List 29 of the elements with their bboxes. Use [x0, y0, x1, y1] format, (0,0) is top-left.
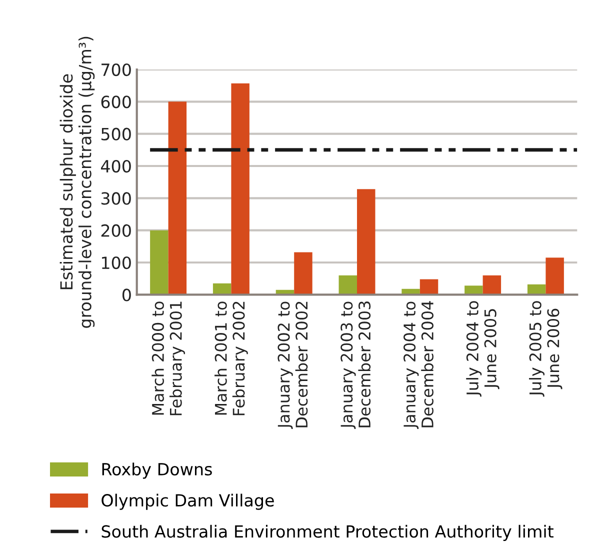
bar	[294, 252, 312, 295]
x-tick-label: January 2004 to December 2004	[404, 301, 434, 430]
bar	[231, 83, 250, 295]
bar	[150, 230, 168, 295]
x-tick-label: July 2004 to June 2005	[466, 301, 500, 397]
x-tick-label: March 2001 to February 2002	[214, 302, 248, 416]
bar	[168, 102, 187, 295]
bar	[546, 258, 564, 295]
y-tick-label: 300	[101, 192, 131, 205]
bar	[420, 279, 438, 295]
y-tick-label: 400	[100, 160, 131, 173]
legend-label: Roxby Downs	[102, 462, 212, 479]
bar	[338, 275, 357, 295]
x-tick-label: July 2005 to June 2006	[529, 301, 562, 397]
y-tick-label: 700	[102, 63, 131, 76]
x-tick-label: March 2000 to February 2001	[152, 302, 185, 416]
x-tick-label: January 2003 to December 2003	[340, 302, 371, 430]
y-axis-title: Estimated sulphur dioxide ground-level concentration (µg/m³)	[60, 36, 95, 328]
y-tick-label: 500	[101, 128, 131, 140]
bar	[357, 189, 376, 295]
y-tick-label: 600	[101, 96, 131, 108]
legend-label: Olympic Dam Village	[102, 494, 274, 510]
bar	[482, 275, 502, 295]
x-tick-label: January 2002 to December 2002	[278, 302, 308, 430]
legend-label: South Australia Environment Protection Authority limit	[102, 524, 554, 541]
y-tick-label: 0	[122, 288, 131, 302]
bar	[464, 286, 483, 295]
y-tick-label: 200	[101, 224, 131, 237]
y-tick-label: 100	[102, 256, 131, 270]
